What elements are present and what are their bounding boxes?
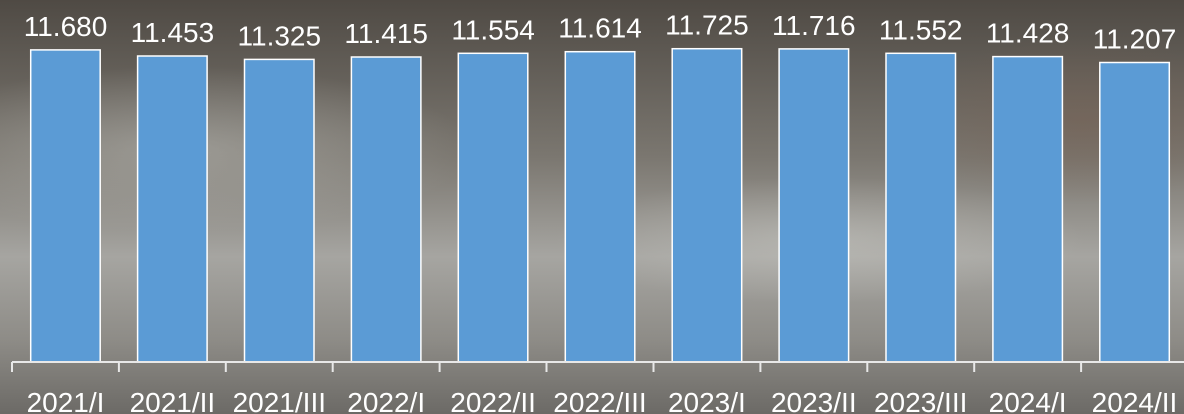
category-labels-group: 2021/I 2021/II 2021/III 2022/I 2022/II 2022/I… — [27, 387, 1178, 414]
value-label: 11.680 — [24, 11, 108, 42]
value-label: 11.725 — [665, 10, 749, 41]
value-label: 11.428 — [986, 18, 1070, 49]
bar-2022-II — [457, 52, 529, 363]
bars-group — [29, 47, 1171, 363]
category-label: 2022/I — [347, 387, 425, 414]
category-label: 2021/III — [233, 387, 326, 414]
bar-2021-II — [136, 55, 208, 363]
category-label: 2023/II — [771, 387, 857, 414]
bar-2023-I — [671, 47, 743, 363]
value-label: 11.552 — [879, 14, 963, 45]
category-label: 2023/III — [874, 387, 967, 414]
category-label: 2021/II — [130, 387, 216, 414]
bar-2024-II — [1099, 61, 1171, 363]
value-label: 11.716 — [772, 10, 856, 41]
value-label: 11.453 — [131, 17, 215, 48]
value-label: 11.614 — [558, 13, 642, 44]
value-label: 11.207 — [1093, 24, 1177, 55]
category-label: 2022/II — [450, 387, 536, 414]
bar-2022-I — [350, 56, 422, 363]
bar-2022-III — [564, 50, 636, 363]
category-label: 2024/II — [1092, 387, 1178, 414]
value-labels-group: 11.680 11.453 11.325 11.415 11.554 11.614 11.7… — [24, 10, 1177, 55]
category-label: 2024/I — [989, 387, 1067, 414]
bar-2023-III — [885, 52, 957, 363]
bar-2023-II — [778, 48, 850, 363]
value-label: 11.415 — [344, 18, 428, 49]
bar-2021-III — [243, 58, 315, 363]
x-axis-ticks — [11, 362, 1083, 372]
category-label: 2023/I — [668, 387, 746, 414]
category-label: 2022/III — [553, 387, 646, 414]
category-label: 2021/I — [27, 387, 105, 414]
value-label: 11.554 — [451, 14, 535, 45]
bar-2024-I — [992, 55, 1064, 363]
bar-2021-I — [29, 49, 101, 363]
value-label: 11.325 — [238, 20, 322, 51]
